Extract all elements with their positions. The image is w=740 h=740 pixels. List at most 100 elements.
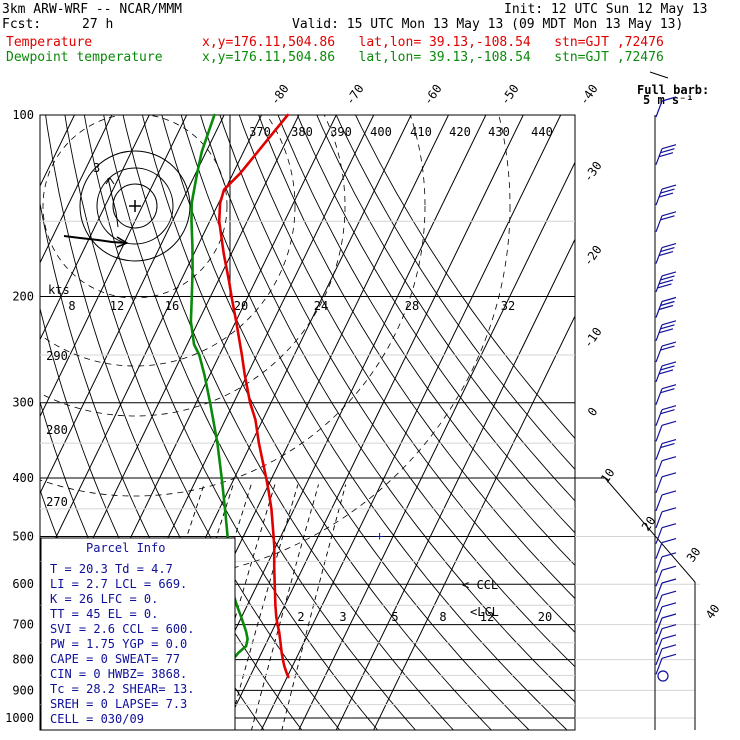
wind-profile: Full barb: 5 m s⁻¹ xyxy=(637,71,709,730)
mixing-ratio-line xyxy=(281,484,347,730)
wind-barb-icon xyxy=(655,542,663,559)
wind-barb-flag xyxy=(661,271,677,277)
isotherm-label: -30 xyxy=(581,159,605,185)
wind-barb-flag xyxy=(661,653,677,659)
isotherm-label: -60 xyxy=(421,82,445,108)
wind-barb-flag xyxy=(661,552,677,558)
hodograph-arrow-icon xyxy=(116,236,129,248)
wind-barb-flag xyxy=(661,243,677,249)
dry-adiabat-labels: 370 380 390 400 410 420 430 440 290 280 270 xyxy=(46,125,553,509)
wind-barb-flag xyxy=(661,439,677,445)
hodograph-speed-ring xyxy=(42,115,228,299)
wind-barb-flag xyxy=(661,565,677,571)
dry-adiabat-label: 440 xyxy=(531,125,553,139)
wind-barb-flag xyxy=(661,634,677,640)
pressure-label: 500 xyxy=(12,530,34,544)
wind-barb-flag xyxy=(661,96,677,102)
wind-barb-flag xyxy=(660,215,675,221)
hodograph-speed-label: 24 xyxy=(314,299,328,313)
valid-time: Valid: 15 UTC Mon 13 May 13 (09 MDT Mon … xyxy=(292,17,684,32)
dry-adiabat-label: 270 xyxy=(46,495,68,509)
wind-barb-flag xyxy=(660,275,675,281)
wind-barb-icon xyxy=(655,638,663,656)
wind-barb-icon xyxy=(655,476,663,494)
dry-adiabat-line xyxy=(258,115,575,600)
hodograph-speed-label: 12 xyxy=(110,299,124,313)
dry-adiabat-label: 390 xyxy=(330,125,352,139)
isotherm-line xyxy=(373,314,575,730)
mixing-ratio-label: 3 xyxy=(339,610,346,624)
wind-barb-flag xyxy=(657,283,672,289)
mixing-ratio-label: 5 xyxy=(391,610,398,624)
parcel-info-row: SVI = 2.6 CCL = 600. xyxy=(50,622,195,636)
wind-barb-flag xyxy=(660,409,675,415)
wind-barb-icon xyxy=(655,648,663,666)
temperature-legend-label: Temperature xyxy=(6,35,93,50)
isotherm-line xyxy=(40,115,113,264)
isotherm-line xyxy=(40,115,150,341)
dry-adiabat-line xyxy=(200,115,575,703)
init-time: Init: 12 UTC Sun 12 May 13 xyxy=(504,2,708,17)
hodograph-speed-label: 16 xyxy=(165,299,179,313)
hodograph-trace-upper xyxy=(107,177,119,228)
wind-barb-icon xyxy=(655,409,663,426)
wind-barb-flag xyxy=(661,578,677,584)
wind-barb-flag xyxy=(661,361,677,367)
dry-adiabat-line xyxy=(296,115,575,534)
wind-barb-flag xyxy=(661,613,677,619)
parcel-info-title: Parcel Info xyxy=(86,541,165,555)
wind-barb-flag xyxy=(661,472,677,478)
lcl-marker: <LCL xyxy=(470,605,499,619)
wind-barb-flag xyxy=(661,644,677,650)
hodograph-speed-label: 20 xyxy=(234,299,248,313)
isotherm-line xyxy=(223,115,524,730)
sounding-profiles xyxy=(189,113,290,679)
parcel-info-row: CAPE = 0 SWEAT= 77 xyxy=(50,652,180,666)
freezing-level-marker: + xyxy=(376,529,383,543)
isotherm-label: -20 xyxy=(581,243,605,269)
wind-barb-flag xyxy=(658,328,674,334)
barb-legend-title: Full barb: xyxy=(637,83,709,97)
temperature-location: x,y=176.11,504.86 lat,lon= 39.13,-108.54… xyxy=(202,35,664,50)
isotherm-line xyxy=(260,115,562,730)
mixing-ratio-label: 8 xyxy=(439,610,446,624)
wind-barb-flag xyxy=(660,324,675,330)
pressure-label: 700 xyxy=(12,618,34,632)
wind-barb-flag xyxy=(661,456,677,462)
wind-barb-icon xyxy=(655,582,663,600)
wind-barb-flag xyxy=(658,304,674,311)
hodograph-ring xyxy=(96,167,174,245)
isotherm-label: -70 xyxy=(343,82,367,108)
wind-barb-icon xyxy=(655,388,663,405)
wind-barb-icon xyxy=(655,460,663,477)
parcel-info-row: SREH = 0 LAPSE= 7.3 xyxy=(50,697,187,711)
wind-barb-icon xyxy=(655,494,663,512)
parcel-info-row: LI = 2.7 LCL = 669. xyxy=(50,577,187,591)
isotherm-label: 10 xyxy=(598,466,618,486)
wind-barb-flag xyxy=(660,345,675,351)
model-title: 3km ARW-WRF -- NCAR/MMM xyxy=(2,2,183,17)
wind-barb-flag xyxy=(661,602,677,608)
wind-barb-flag xyxy=(660,188,675,194)
hodograph-speed-label: 32 xyxy=(501,299,515,313)
wind-barb-flag xyxy=(661,590,677,596)
mixing-ratio-label: 2 xyxy=(297,610,304,624)
hodograph-ring xyxy=(112,183,158,229)
pressure-label: 800 xyxy=(12,653,34,667)
pressure-label: 1000 xyxy=(5,711,34,725)
wind-barb-icon xyxy=(655,215,663,233)
isotherm-label: 0 xyxy=(585,405,601,419)
parcel-info-panel: Parcel Info T = 20.3 Td = 4.7LI = 2.7 LC… xyxy=(40,537,236,731)
ccl-marker: < CCL xyxy=(462,578,498,592)
dry-adiabat-label: 280 xyxy=(46,423,68,437)
hodograph-speed-label: 8 xyxy=(68,299,75,313)
hodograph-speed-ring xyxy=(40,115,426,497)
wind-barb-flag xyxy=(660,443,675,449)
dry-adiabat-line xyxy=(335,115,575,470)
wind-barb-flag xyxy=(661,184,677,190)
parcel-info-row: CELL = 030/09 xyxy=(50,712,144,726)
isotherm-line xyxy=(186,115,487,730)
wind-barb-flag xyxy=(661,538,677,544)
wind-barb-flag xyxy=(661,320,677,326)
parcel-info-row: T = 20.3 Td = 4.7 xyxy=(50,562,173,576)
